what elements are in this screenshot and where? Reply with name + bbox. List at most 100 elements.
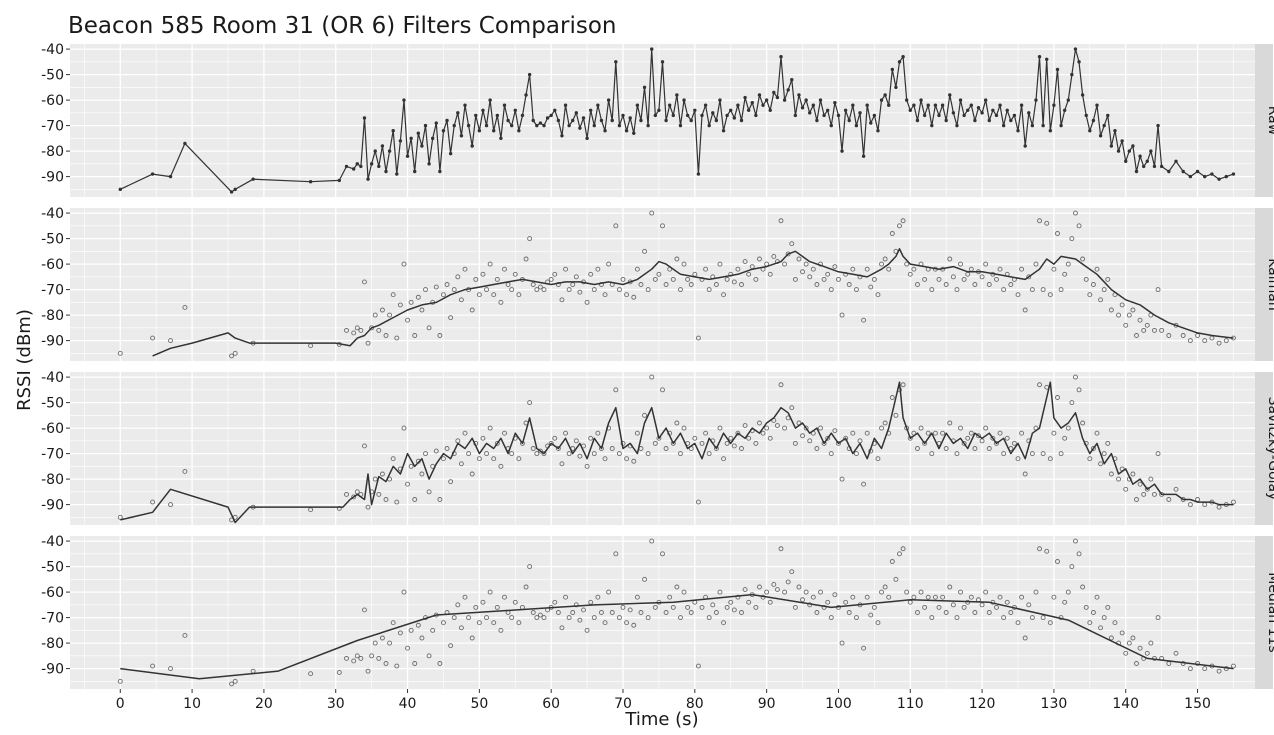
facet-strip bbox=[1255, 208, 1273, 361]
raw-data-point bbox=[351, 494, 357, 500]
raw-data-point bbox=[1080, 256, 1086, 262]
raw-data-point bbox=[670, 440, 676, 446]
raw-data-point bbox=[918, 589, 924, 595]
raw-data-point bbox=[925, 594, 931, 600]
chart-title: Beacon 585 Room 31 (OR 6) Filters Compar… bbox=[68, 13, 616, 39]
raw-data-point bbox=[1094, 594, 1100, 600]
raw-data-point bbox=[757, 584, 762, 590]
raw-data-point bbox=[344, 491, 349, 497]
raw-data-point bbox=[947, 256, 953, 262]
raw-data-point bbox=[656, 271, 662, 277]
raw-data-point bbox=[581, 607, 586, 613]
y-tick-label: -80 bbox=[41, 144, 64, 160]
raw-data-point bbox=[922, 276, 928, 282]
panel-background bbox=[70, 536, 1255, 689]
raw-data-point bbox=[803, 425, 809, 431]
raw-data-point bbox=[498, 463, 504, 469]
raw-data-point bbox=[595, 594, 601, 600]
raw-data-point bbox=[559, 461, 565, 467]
raw-data-point bbox=[394, 663, 400, 669]
raw-data-point bbox=[713, 446, 719, 451]
x-tick-label: 30 bbox=[327, 696, 345, 712]
x-tick-label: 130 bbox=[1041, 696, 1068, 712]
raw-data-point bbox=[548, 440, 554, 446]
raw-data-point bbox=[642, 248, 647, 254]
raw-data-point bbox=[1055, 231, 1060, 236]
raw-data-point bbox=[401, 261, 407, 267]
raw-data-point bbox=[994, 440, 999, 446]
raw-data-point bbox=[577, 453, 583, 459]
raw-data-point bbox=[448, 479, 454, 485]
raw-data-point bbox=[354, 653, 360, 659]
raw-data-point bbox=[372, 312, 378, 318]
raw-data-point bbox=[1058, 287, 1064, 293]
raw-data-point bbox=[1037, 218, 1042, 224]
raw-data-point bbox=[879, 425, 884, 431]
raw-data-point bbox=[502, 266, 507, 272]
raw-data-point bbox=[915, 282, 920, 287]
raw-data-point bbox=[390, 620, 396, 626]
raw-data-point bbox=[1155, 287, 1161, 293]
raw-data-point bbox=[469, 307, 475, 313]
raw-data-point bbox=[735, 594, 741, 600]
facet-strip-label: Savitzky-Golay bbox=[1265, 397, 1274, 501]
raw-data-point bbox=[537, 612, 543, 618]
facet-strip bbox=[1255, 536, 1273, 689]
raw-data-point bbox=[1112, 620, 1118, 626]
raw-data-point bbox=[1187, 666, 1193, 672]
raw-data-point bbox=[818, 589, 823, 595]
raw-data-point bbox=[462, 266, 468, 272]
raw-data-point bbox=[839, 476, 845, 482]
raw-data-point bbox=[757, 256, 762, 262]
x-axis-title: Time (s) bbox=[624, 709, 698, 730]
raw-data-point bbox=[408, 463, 414, 469]
raw-data-point bbox=[767, 435, 773, 441]
raw-data-point bbox=[767, 599, 773, 605]
raw-data-point bbox=[1065, 589, 1071, 595]
raw-data-point bbox=[1055, 395, 1060, 400]
raw-data-point bbox=[1026, 602, 1032, 608]
raw-data-point bbox=[828, 615, 834, 621]
raw-data-point bbox=[351, 658, 357, 664]
raw-data-point bbox=[1105, 604, 1111, 610]
raw-data-point bbox=[792, 604, 798, 610]
raw-data-point bbox=[972, 446, 978, 451]
raw-data-point bbox=[886, 594, 892, 600]
panel-background bbox=[70, 372, 1255, 525]
raw-data-point bbox=[678, 287, 683, 293]
raw-data-point bbox=[929, 451, 935, 457]
raw-data-point bbox=[1134, 333, 1139, 338]
raw-data-point bbox=[1119, 302, 1125, 308]
raw-data-point bbox=[789, 241, 795, 247]
raw-data-point bbox=[1073, 374, 1078, 380]
x-tick-label: 70 bbox=[614, 696, 632, 712]
y-tick-label: -60 bbox=[41, 93, 64, 109]
raw-data-point bbox=[444, 446, 450, 451]
raw-data-point bbox=[850, 430, 856, 436]
raw-data-point bbox=[652, 604, 658, 610]
raw-data-point bbox=[861, 317, 867, 323]
raw-data-point bbox=[803, 261, 809, 267]
y-tick-label: -60 bbox=[41, 421, 64, 437]
raw-data-point bbox=[810, 594, 816, 600]
raw-data-point bbox=[1076, 551, 1082, 557]
y-tick-label: -70 bbox=[41, 119, 64, 135]
raw-data-point bbox=[1062, 435, 1068, 441]
raw-data-point bbox=[487, 261, 493, 267]
raw-data-point bbox=[1202, 666, 1208, 672]
raw-data-point bbox=[771, 582, 777, 587]
raw-data-point bbox=[516, 292, 522, 298]
raw-data-point bbox=[721, 456, 726, 462]
raw-data-point bbox=[509, 287, 515, 293]
raw-data-point bbox=[602, 456, 608, 462]
raw-data-point bbox=[1126, 640, 1132, 646]
x-tick-label: 80 bbox=[686, 696, 704, 712]
raw-data-point bbox=[699, 440, 705, 446]
raw-data-point bbox=[932, 594, 938, 600]
raw-data-point bbox=[379, 471, 385, 477]
raw-data-point bbox=[674, 584, 680, 590]
raw-data-point bbox=[699, 604, 705, 610]
facet-strip-label: Raw bbox=[1265, 106, 1274, 135]
raw-data-point bbox=[1037, 546, 1042, 552]
raw-data-point bbox=[588, 599, 594, 605]
